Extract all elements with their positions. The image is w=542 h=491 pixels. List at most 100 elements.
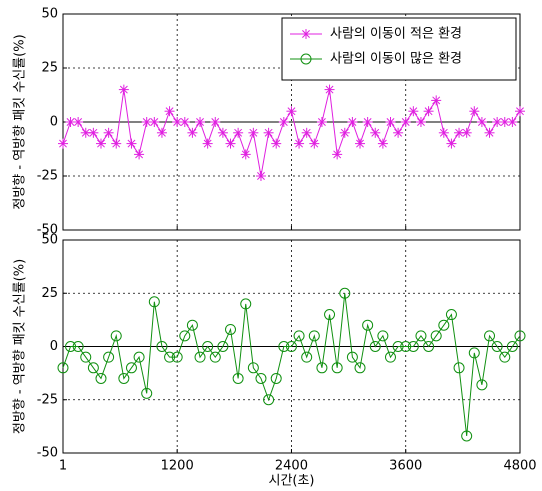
legend-label: 사람의 이동이 적은 환경 [330,27,462,42]
marker [339,127,350,138]
marker-stroke [455,128,464,137]
marker [171,351,183,363]
marker-stroke [89,128,98,137]
marker [164,106,175,117]
marker [331,362,343,374]
marker-stroke [279,118,288,126]
marker [194,351,206,363]
y-tick-label: 50 [41,233,58,248]
marker [293,330,305,342]
marker [286,106,297,117]
marker [141,117,152,127]
marker [294,138,305,149]
marker-stroke [97,139,105,148]
marker-stroke [317,118,326,126]
y-tick-label: 25 [41,61,58,76]
marker [347,117,358,127]
y-axis-label: 정방향 - 역방향 패킷 수신률(%) [13,34,28,209]
marker [225,138,236,149]
marker [172,117,183,127]
marker [400,117,411,127]
y-tick-label: 25 [41,286,58,301]
marker [408,106,419,117]
marker-stroke [356,139,364,148]
y-tick-label: -50 [37,223,58,238]
marker-stroke [508,118,517,126]
marker [476,379,488,391]
marker-stroke [295,139,304,148]
marker [240,298,252,310]
marker [300,53,312,65]
marker [210,117,221,127]
marker-stroke [493,118,502,126]
marker [469,106,480,117]
y-tick-label: -50 [37,446,58,461]
marker [186,319,198,331]
marker [324,309,336,321]
marker [232,372,244,384]
marker [461,127,472,138]
y-tick-label: 0 [50,115,58,130]
marker [355,138,366,149]
marker [377,330,389,342]
marker [454,127,465,138]
marker [392,341,404,352]
marker [461,430,473,442]
marker [263,127,274,138]
marker [370,127,381,138]
marker-stroke [142,118,151,126]
marker [156,341,168,352]
marker-stroke [302,30,310,38]
marker-stroke [59,139,67,148]
marker-stroke [348,118,357,126]
plot-frame [62,13,521,231]
marker [400,341,412,352]
marker [438,319,450,331]
marker [95,138,106,149]
marker-stroke [333,150,342,159]
marker [430,330,442,342]
marker-stroke [188,128,197,137]
marker [354,362,366,374]
marker [384,351,396,363]
marker [88,127,99,138]
marker-stroke [249,128,258,137]
marker [271,138,282,149]
marker-stroke [150,118,159,126]
marker-stroke [417,118,425,126]
marker-stroke [135,150,144,159]
marker [423,106,434,117]
marker [87,362,99,374]
marker [217,341,229,352]
marker [453,362,465,374]
marker [255,171,266,181]
marker-stroke [470,107,479,116]
marker-stroke [432,96,441,105]
marker [164,351,176,363]
marker [339,287,351,299]
marker [369,341,381,352]
x-tick-label: 3600 [389,459,422,474]
marker [95,372,107,384]
y-tick-label: 0 [50,339,58,354]
marker [195,117,206,127]
y-tick-label: -25 [37,169,58,184]
marker [133,351,145,363]
marker-stroke [462,128,471,137]
marker-stroke [378,139,387,148]
marker [346,351,358,363]
marker-stroke [477,118,486,126]
marker [514,330,526,342]
marker [468,347,480,359]
marker-stroke [66,118,75,126]
marker [445,309,457,321]
marker-stroke [394,128,403,137]
marker [316,362,328,374]
marker [103,351,115,363]
marker [308,330,320,342]
marker [255,372,267,384]
marker-stroke [218,128,227,137]
marker [202,138,213,149]
marker [499,351,511,363]
marker [217,127,228,138]
